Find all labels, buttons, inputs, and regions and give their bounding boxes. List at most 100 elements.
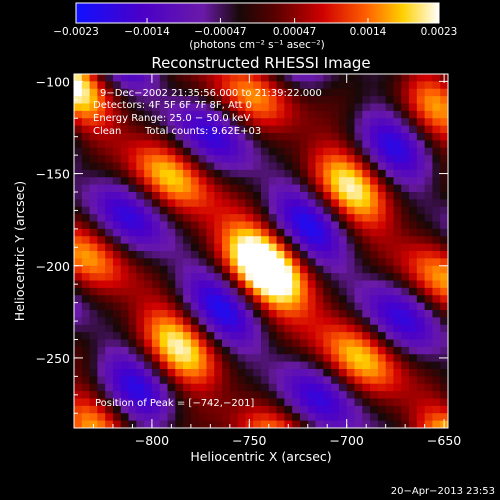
heatmap-cell <box>112 295 122 304</box>
heatmap-cell <box>175 118 184 127</box>
heatmap-cell <box>409 420 418 428</box>
heatmap-cell <box>237 251 247 259</box>
heatmap-cell <box>401 280 410 289</box>
heatmap-cell <box>214 361 223 370</box>
heatmap-cell <box>307 383 317 392</box>
heatmap-cell <box>136 169 145 178</box>
heatmap-cell <box>409 302 418 311</box>
heatmap-cell <box>222 236 231 245</box>
heatmap-cell <box>346 221 356 230</box>
heatmap-cell <box>315 376 324 385</box>
heatmap-cell <box>416 376 426 385</box>
heatmap-cell <box>206 177 215 186</box>
heatmap-cell <box>284 155 293 164</box>
heatmap-cell <box>136 376 145 385</box>
heatmap-cell <box>416 96 426 105</box>
heatmap-cell <box>284 243 293 252</box>
heatmap-cell <box>214 221 223 230</box>
heatmap-cell <box>81 214 91 223</box>
heatmap-cell <box>183 140 192 149</box>
heatmap-cell <box>393 376 402 385</box>
heatmap-cell <box>245 324 254 333</box>
heatmap-cell <box>268 221 278 230</box>
heatmap-cell <box>74 287 83 296</box>
heatmap-cell <box>268 339 278 348</box>
heatmap-cell <box>268 110 278 119</box>
heatmap-cell <box>440 383 448 392</box>
heatmap-cell <box>190 287 200 296</box>
heatmap-cell <box>81 258 91 267</box>
heatmap-cell <box>112 332 122 341</box>
heatmap-cell <box>307 324 317 333</box>
heatmap-cell <box>354 413 363 422</box>
heatmap-cell <box>393 214 402 223</box>
heatmap-cell <box>354 339 363 348</box>
heatmap-cell <box>393 103 402 112</box>
heatmap-cell <box>307 162 317 171</box>
heatmap-cell <box>432 184 441 193</box>
heatmap-cell <box>214 228 223 237</box>
heatmap-cell <box>105 236 114 245</box>
heatmap-cell <box>284 214 293 223</box>
heatmap-cell <box>74 369 83 377</box>
heatmap-cell <box>424 118 434 127</box>
heatmap-cell <box>81 103 91 112</box>
heatmap-cell <box>385 324 395 333</box>
heatmap-cell <box>214 391 223 400</box>
heatmap-cell <box>393 398 402 407</box>
heatmap-cell <box>362 169 371 178</box>
heatmap-cell <box>315 88 324 97</box>
heatmap-cell <box>222 147 231 156</box>
heatmap-cell <box>183 110 192 119</box>
heatmap-cell <box>377 332 387 341</box>
heatmap-cell <box>206 273 215 282</box>
heatmap-cell <box>128 346 137 355</box>
heatmap-cell <box>120 81 130 90</box>
heatmap-cell <box>354 199 363 208</box>
heatmap-cell <box>89 310 98 318</box>
heatmap-cell <box>432 169 441 178</box>
heatmap-cell <box>315 236 324 245</box>
heatmap-cell <box>144 147 153 156</box>
heatmap-cell <box>385 376 395 385</box>
heatmap-cell <box>89 346 98 355</box>
heatmap-cell <box>206 162 215 171</box>
heatmap-cell <box>136 317 145 326</box>
heatmap-cell <box>151 88 161 97</box>
heatmap-cell <box>377 398 387 407</box>
heatmap-cell <box>175 192 184 200</box>
heatmap-cell <box>370 420 379 428</box>
heatmap-cell <box>97 391 106 400</box>
heatmap-cell <box>440 376 448 385</box>
heatmap-cell <box>409 162 418 171</box>
heatmap-cell <box>331 96 340 105</box>
heatmap-cell <box>338 214 348 223</box>
heatmap-cell <box>416 110 426 119</box>
heatmap-cell <box>245 273 254 282</box>
heatmap-cell <box>136 140 145 149</box>
heatmap-cell <box>112 243 122 252</box>
heatmap-cell <box>128 192 137 200</box>
heatmap-cell <box>120 287 130 296</box>
heatmap-cell <box>112 206 122 215</box>
heatmap-cell <box>268 96 278 105</box>
heatmap-cell <box>424 251 434 259</box>
heatmap-cell <box>167 192 176 200</box>
heatmap-cell <box>377 413 387 422</box>
heatmap-cell <box>128 324 137 333</box>
heatmap-cell <box>307 206 317 215</box>
heatmap-cell <box>276 184 285 193</box>
heatmap-cell <box>151 361 161 370</box>
heatmap-cell <box>206 192 215 200</box>
heatmap-cell <box>222 398 231 407</box>
heatmap-cell <box>183 391 192 400</box>
heatmap-cell <box>245 81 254 90</box>
heatmap-cell <box>284 133 293 141</box>
heatmap-cell <box>338 88 348 97</box>
heatmap-cell <box>432 339 441 348</box>
heatmap-cell <box>370 413 379 422</box>
heatmap-cell <box>432 110 441 119</box>
heatmap-cell <box>307 228 317 237</box>
heatmap-cell <box>331 243 340 252</box>
heatmap-cell <box>214 405 223 414</box>
